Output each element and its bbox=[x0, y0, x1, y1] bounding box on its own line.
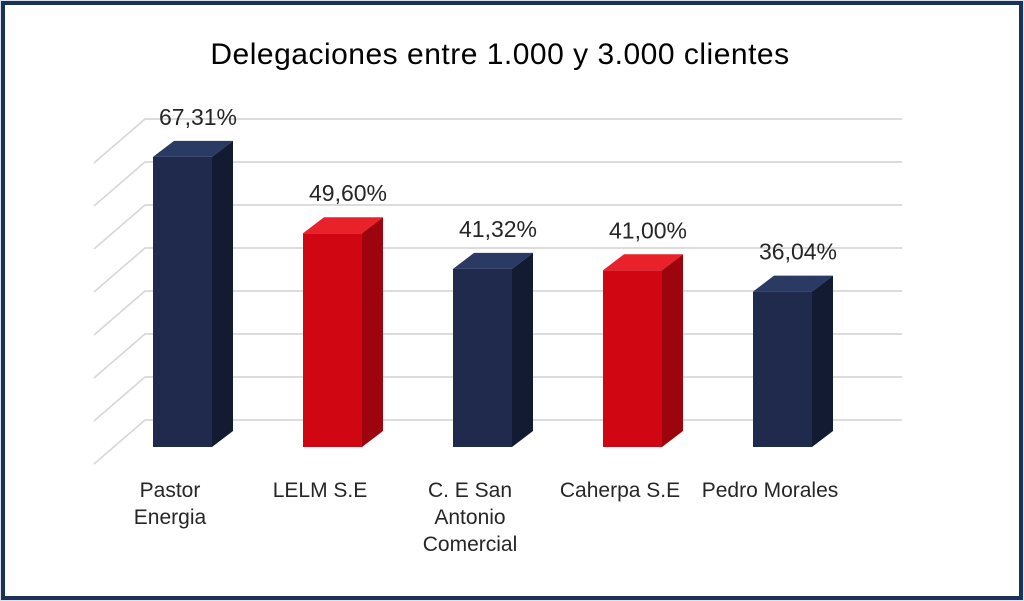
value-label: 49,60% bbox=[309, 180, 387, 206]
value-labels: 67,31% 49,60% 41,32% 41,00% 36,04% bbox=[159, 104, 837, 265]
bar-0 bbox=[153, 140, 233, 447]
category-label: LELM S.E bbox=[273, 479, 368, 502]
gridline bbox=[93, 204, 902, 250]
bar-side-face bbox=[212, 140, 233, 447]
gridline bbox=[93, 247, 902, 293]
bar-4 bbox=[753, 275, 833, 447]
bars-3d bbox=[153, 140, 833, 447]
bar-top-face bbox=[753, 275, 833, 292]
bar-side-face bbox=[512, 252, 533, 447]
bar-side-face bbox=[812, 275, 833, 447]
bar-2 bbox=[453, 252, 533, 447]
bar-front-face bbox=[603, 270, 662, 447]
gridline bbox=[93, 118, 902, 164]
category-label: Pedro Morales bbox=[702, 479, 839, 502]
category-label: Pastor Energia bbox=[134, 479, 207, 529]
bar-1 bbox=[303, 217, 383, 447]
chart-title: Delegaciones entre 1.000 y 3.000 cliente… bbox=[210, 38, 789, 71]
bar-front-face bbox=[153, 156, 212, 447]
bar-side-face bbox=[662, 254, 683, 447]
gridlines bbox=[93, 118, 902, 465]
bar-3 bbox=[603, 254, 683, 447]
value-label: 41,32% bbox=[459, 216, 537, 242]
value-label: 67,31% bbox=[159, 104, 237, 130]
bar-top-face bbox=[153, 140, 233, 157]
category-label: Caherpa S.E bbox=[560, 479, 680, 502]
bar-front-face bbox=[303, 233, 362, 447]
gridline bbox=[93, 161, 902, 207]
bar-top-face bbox=[603, 254, 683, 271]
value-label: 41,00% bbox=[609, 217, 687, 243]
bar-front-face bbox=[753, 291, 812, 447]
value-label: 36,04% bbox=[759, 239, 837, 265]
bar-top-face bbox=[303, 217, 383, 234]
category-axis-labels: Pastor Energia LELM S.E C. E San Antonio Come… bbox=[134, 479, 838, 556]
bar-side-face bbox=[362, 217, 383, 447]
category-label: C. E San Antonio Comercial bbox=[423, 479, 518, 556]
bar-front-face bbox=[453, 268, 512, 447]
bar-top-face bbox=[453, 252, 533, 269]
